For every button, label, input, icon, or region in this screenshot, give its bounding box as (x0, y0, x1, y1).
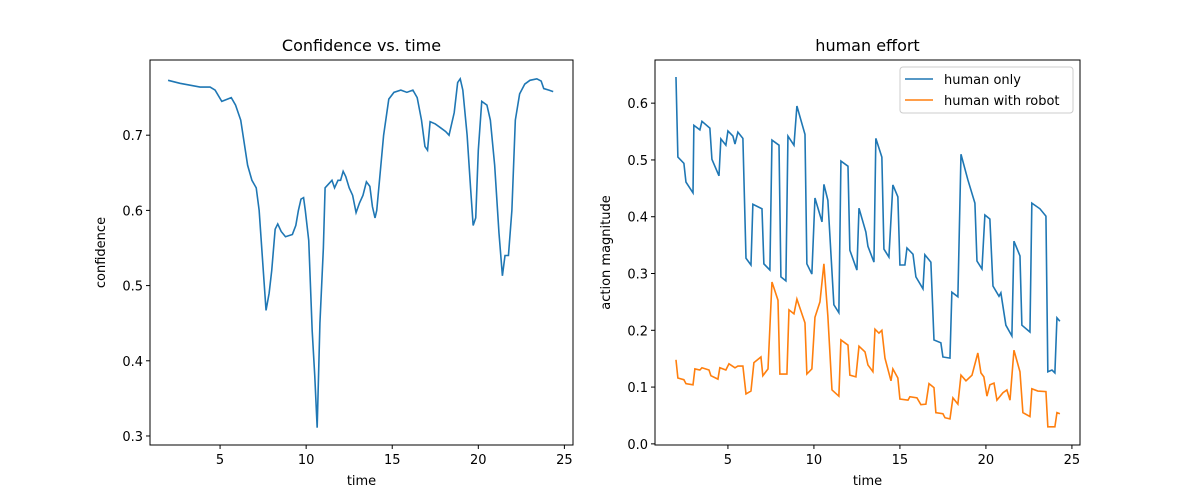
x-tick-label: 10 (806, 453, 823, 468)
line (675, 263, 1061, 428)
chart-title: human effort (815, 36, 919, 55)
x-tick-label: 5 (216, 453, 224, 468)
axes-frame (149, 59, 574, 446)
y-tick-label: 0.0 (627, 438, 648, 453)
legend-box (899, 66, 1074, 114)
y-tick-label: 0.2 (627, 324, 648, 339)
y-tick-label: 0.3 (122, 430, 143, 445)
legend-label: human with robot (944, 94, 1060, 109)
x-axis-label: time (347, 474, 376, 489)
x-tick-label: 15 (384, 453, 401, 468)
x-tick-label: 25 (556, 453, 573, 468)
y-tick-label: 0.3 (627, 268, 648, 283)
y-tick-label: 0.6 (122, 204, 143, 219)
legend-label: human only (944, 73, 1021, 88)
y-axis-label: confidence (94, 217, 109, 288)
chart-title: Confidence vs. time (282, 36, 441, 55)
line (675, 77, 1061, 375)
y-tick-label: 0.7 (122, 129, 143, 144)
x-tick-label: 25 (1064, 453, 1081, 468)
y-axis-label: action magnitude (599, 195, 614, 309)
x-tick-label: 20 (978, 453, 995, 468)
axes-frame (654, 59, 1081, 446)
y-tick-label: 0.5 (627, 154, 648, 169)
x-axis-label: time (853, 474, 882, 489)
y-tick-label: 0.5 (122, 280, 143, 295)
x-tick-label: 5 (724, 453, 732, 468)
x-tick-label: 15 (892, 453, 909, 468)
y-tick-label: 0.4 (627, 211, 648, 226)
x-tick-label: 20 (470, 453, 487, 468)
y-tick-label: 0.6 (627, 97, 648, 112)
line (167, 76, 554, 428)
y-tick-label: 0.4 (122, 355, 143, 370)
y-tick-label: 0.1 (627, 381, 648, 396)
x-tick-label: 10 (298, 453, 315, 468)
